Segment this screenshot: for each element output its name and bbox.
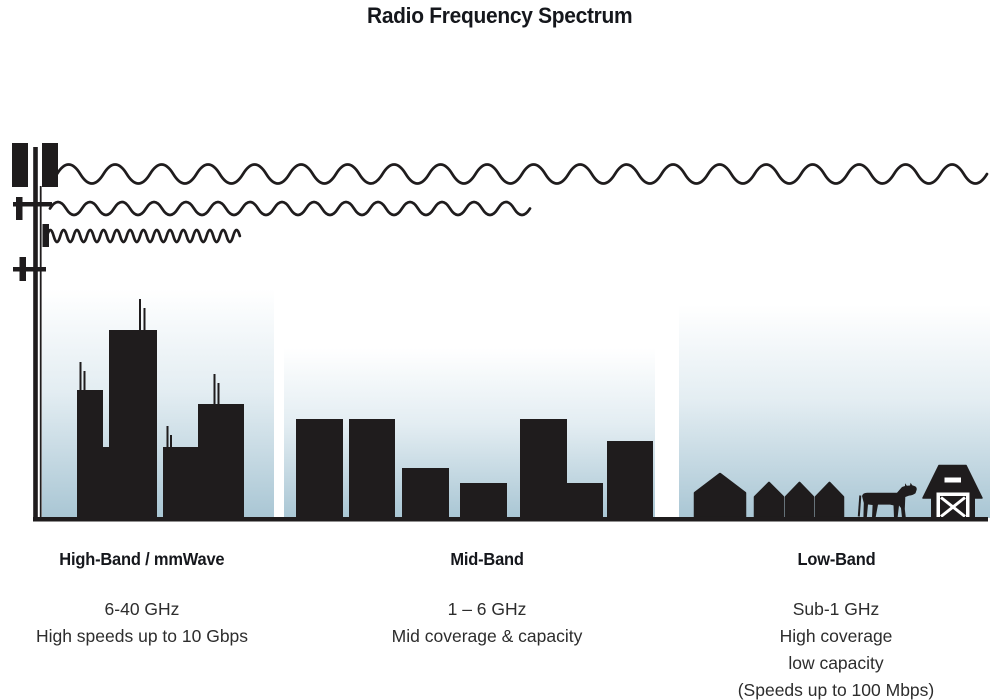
band-label-high: High-Band / mmWave 6-40 GHz High speeds …	[12, 549, 272, 650]
medium-wavelength-wave-icon	[48, 200, 532, 217]
suburb-houses-icon	[693, 472, 845, 520]
antenna-panel	[12, 143, 28, 187]
band-label-low: Low-Band Sub-1 GHz High coverage low cap…	[716, 549, 956, 700]
band-heading-mid: Mid-Band	[450, 549, 524, 569]
antenna-panel	[16, 197, 23, 220]
band-detail: Mid coverage & capacity	[391, 626, 583, 646]
band-frequency-mid: 1 – 6 GHz	[447, 599, 527, 619]
antenna-panel	[42, 143, 58, 187]
page-title: Radio Frequency Spectrum	[367, 3, 633, 28]
long-wavelength-wave-icon	[55, 163, 989, 185]
ground-line	[33, 517, 988, 522]
cow-icon	[857, 482, 917, 518]
band-detail: low capacity	[788, 653, 884, 673]
midrise-buildings-icon	[296, 419, 653, 518]
band-heading-low: Low-Band	[796, 549, 875, 569]
band-label-mid: Mid-Band 1 – 6 GHz Mid coverage & capaci…	[367, 549, 607, 650]
band-detail: High coverage	[779, 626, 893, 646]
rooftop-antenna-icon	[79, 299, 220, 448]
band-heading-high: High-Band / mmWave	[59, 549, 225, 569]
city-buildings-icon	[77, 299, 244, 518]
short-wavelength-wave-icon	[45, 228, 242, 244]
band-frequency-high: 6-40 GHz	[104, 599, 180, 619]
antenna-panel	[19, 257, 26, 281]
band-detail: High speeds up to 10 Gbps	[35, 626, 249, 646]
band-detail: (Speeds up to 100 Mbps)	[737, 680, 935, 700]
barn-icon	[922, 464, 983, 518]
barn-loft-vent	[944, 477, 961, 483]
band-frequency-low: Sub-1 GHz	[792, 599, 880, 619]
